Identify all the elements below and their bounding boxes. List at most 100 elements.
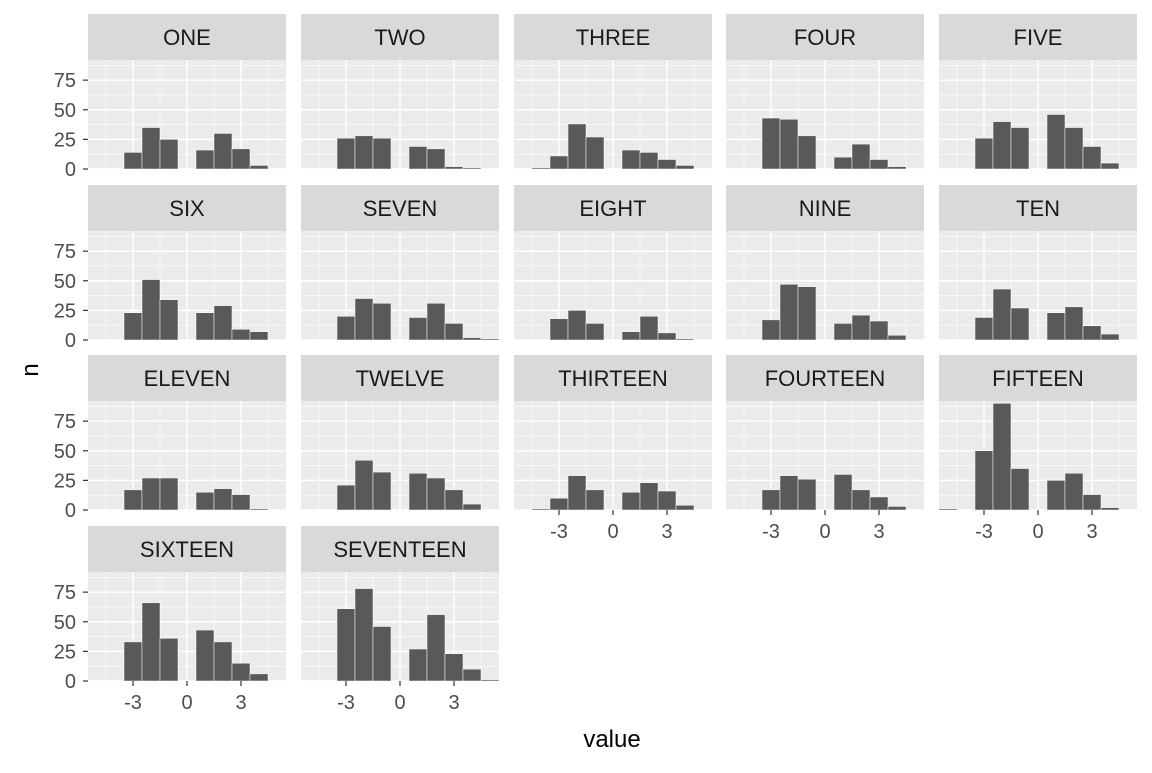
histogram-bar (992, 288, 1012, 341)
histogram-bar (1100, 507, 1120, 511)
histogram-bar (1046, 312, 1066, 341)
histogram-bar (213, 305, 233, 341)
histogram-bar (372, 303, 392, 341)
y-tick-label: 0 (65, 159, 76, 181)
facet-title: SEVENTEEN (333, 537, 466, 562)
histogram-bar (992, 121, 1012, 170)
y-tick-label: 25 (54, 470, 76, 492)
facet-strip (88, 526, 286, 572)
histogram-bar (567, 123, 587, 170)
x-tick-label: -3 (124, 692, 142, 714)
x-tick-label: 3 (1086, 521, 1097, 543)
facet-title: FIFTEEN (992, 366, 1084, 391)
y-tick-label: 25 (54, 300, 76, 322)
y-axis-title: n (17, 363, 44, 376)
histogram-bar (851, 489, 871, 511)
histogram-bar (1100, 333, 1120, 341)
facet-title: THREE (576, 25, 651, 50)
facet-strip (301, 14, 499, 60)
histogram-bar (639, 316, 659, 341)
histogram-bar (974, 137, 994, 170)
histogram-bar (585, 323, 605, 341)
histogram-bar (621, 491, 641, 511)
histogram-bar (549, 497, 569, 511)
histogram-bar (531, 167, 551, 170)
facet-panel-four: FOUR (726, 14, 924, 170)
histogram-bar (657, 332, 677, 341)
histogram-bar (779, 475, 799, 511)
histogram-bar (123, 312, 143, 341)
x-tick-label: 0 (1032, 521, 1043, 543)
facet-panel-eight: EIGHT (514, 185, 712, 341)
histogram-bar (336, 608, 356, 682)
y-tick-label: 25 (54, 641, 76, 663)
histogram-bar (1064, 473, 1084, 511)
histogram-bar (480, 679, 500, 682)
facet-title: ELEVEN (144, 366, 231, 391)
histogram-bar (123, 489, 143, 511)
histogram-bar (761, 117, 781, 170)
facet-panel-twelve: TWELVE (301, 355, 499, 511)
histogram-bar (249, 165, 269, 170)
histogram-bar (195, 149, 215, 170)
histogram-bar (231, 662, 251, 682)
histogram-bar (657, 159, 677, 170)
facet-title: FOURTEEN (765, 366, 886, 391)
histogram-bar (141, 279, 161, 341)
histogram-bar (462, 167, 482, 170)
x-tick-label: 0 (607, 521, 618, 543)
x-tick-label: -3 (762, 521, 780, 543)
y-tick-label: 50 (54, 612, 76, 634)
histogram-bar (159, 638, 179, 682)
histogram-bar (1082, 325, 1102, 341)
histogram-bar (195, 629, 215, 682)
histogram-bar (195, 491, 215, 511)
facet-panel-seventeen: SEVENTEEN -3 0 3 (301, 526, 500, 714)
histogram-bar (462, 503, 482, 511)
facet-panel-six: SIX 0 25 50 75 (54, 185, 286, 352)
histogram-bar (621, 331, 641, 341)
histogram-bar (531, 508, 551, 511)
histogram-bar (426, 614, 446, 682)
histogram-bar (372, 626, 392, 682)
histogram-bar (1082, 146, 1102, 170)
facet-panel-sixteen: SIXTEEN 0 25 50 75 -3 0 3 (54, 526, 286, 714)
facet-title: EIGHT (579, 196, 646, 221)
x-tick-label: 3 (661, 521, 672, 543)
histogram-bar (408, 473, 428, 511)
facet-title: SIXTEEN (140, 537, 234, 562)
histogram-bar (123, 152, 143, 170)
histogram-bar (213, 641, 233, 682)
histogram-bar (549, 318, 569, 341)
facet-title: TWO (374, 25, 425, 50)
y-tick-label: 75 (54, 411, 76, 433)
histogram-bar (585, 489, 605, 511)
histogram-bar (833, 156, 853, 170)
y-tick-label: 75 (54, 70, 76, 92)
y-tick-label: 75 (54, 582, 76, 604)
histogram-bar (675, 505, 695, 511)
histogram-bar (249, 331, 269, 341)
facet-panel-nine: NINE (726, 185, 924, 341)
facet-panel-three: THREE (514, 14, 712, 170)
histogram-bar (213, 133, 233, 170)
histogram-bar (336, 484, 356, 511)
facet-strip (301, 526, 499, 572)
facet-strip (88, 355, 286, 401)
histogram-bar (1100, 162, 1120, 170)
histogram-bar (1010, 468, 1030, 511)
histogram-bar (141, 127, 161, 170)
histogram-bar (1064, 306, 1084, 341)
histogram-bar (992, 403, 1012, 511)
histogram-bar (1064, 127, 1084, 170)
histogram-bar (480, 338, 500, 341)
facet-strip (514, 355, 712, 401)
y-tick-label: 75 (54, 241, 76, 263)
y-tick-label: 0 (65, 330, 76, 352)
histogram-bar (444, 653, 464, 682)
y-tick-label: 50 (54, 271, 76, 293)
histogram-bar (195, 312, 215, 341)
x-tick-label: 3 (235, 692, 246, 714)
histogram-bar (779, 118, 799, 170)
facet-title: FOUR (794, 25, 856, 50)
